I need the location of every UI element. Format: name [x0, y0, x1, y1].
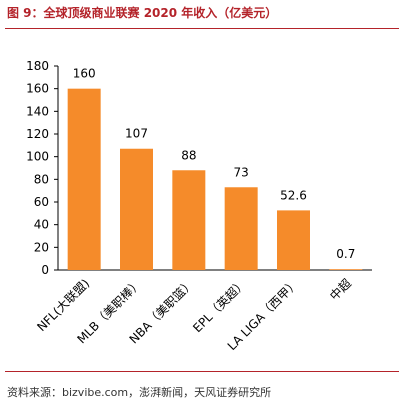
bar: [224, 187, 258, 270]
data-label: 160: [73, 67, 96, 81]
data-label: 88: [181, 148, 196, 162]
y-tick-label: 120: [26, 127, 49, 141]
bar: [329, 269, 363, 270]
y-tick-label: 20: [34, 240, 49, 254]
x-category-label: NFL(大联盟): [34, 276, 92, 334]
bar: [120, 148, 153, 270]
y-tick-label: 60: [34, 195, 49, 209]
data-label: 107: [125, 127, 148, 141]
data-label: 73: [234, 165, 249, 179]
y-tick-label: 140: [26, 104, 49, 118]
source-note: 资料来源：bizvibe.com，澎湃新闻，天风证券研究所: [7, 386, 272, 399]
y-tick-label: 80: [34, 172, 49, 186]
y-tick-label: 180: [26, 59, 49, 73]
bar: [277, 210, 310, 270]
y-tick-label: 100: [26, 150, 49, 164]
y-tick-label: 160: [26, 82, 49, 96]
title-divider: [5, 28, 399, 29]
x-category-label: 中超: [326, 276, 354, 304]
data-label: 0.7: [336, 247, 355, 261]
data-label: 52.6: [280, 188, 307, 202]
bar-chart: 0 20 40 60 80 100 120 140 160 180 160 107 88 73 52.6 0…: [26, 59, 372, 353]
footer-divider: [5, 371, 399, 372]
chart-title: 图 9：全球顶级商业联赛 2020 年收入（亿美元）: [7, 6, 278, 20]
y-tick-label: 0: [41, 263, 49, 277]
y-tick-label: 40: [34, 218, 49, 232]
bar: [67, 88, 101, 271]
bar: [172, 170, 206, 270]
